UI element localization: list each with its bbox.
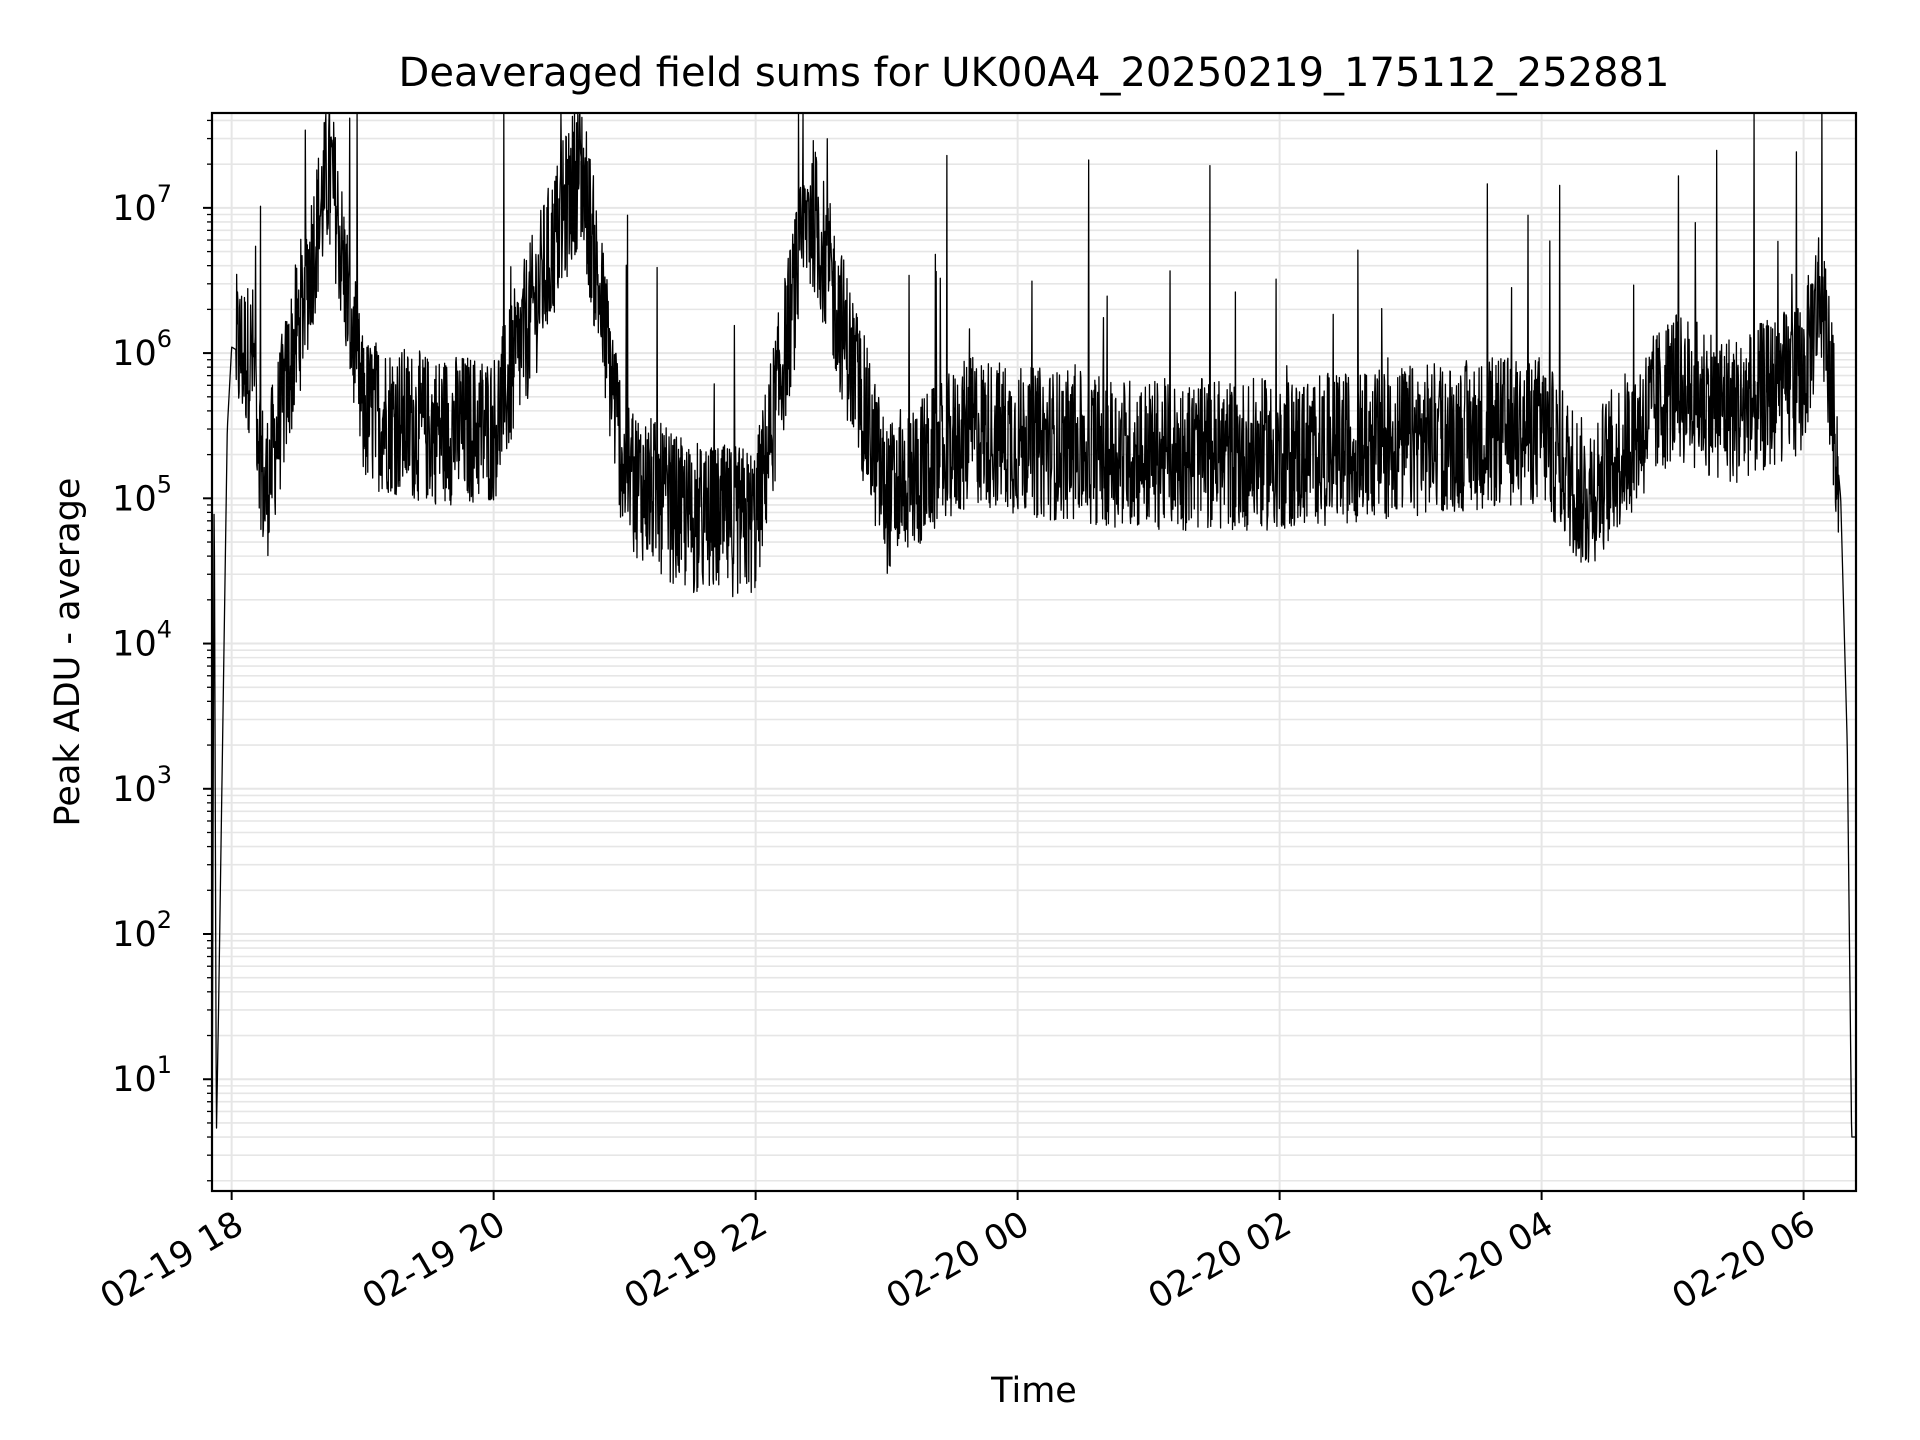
- y-tick-exponent: 2: [157, 906, 172, 934]
- x-axis-label: Time: [990, 1371, 1077, 1411]
- y-tick-label: 102: [112, 906, 172, 955]
- chart-title: Deaveraged field sums for UK00A4_2025021…: [399, 50, 1670, 96]
- y-tick-base: 10: [112, 625, 157, 665]
- y-tick-base: 10: [112, 1060, 157, 1100]
- y-tick-label: 107: [112, 180, 172, 229]
- plot-frame: [210, 111, 1858, 1193]
- y-tick-label: 105: [112, 470, 172, 519]
- y-tick-exponent: 3: [157, 761, 172, 789]
- y-tick-base: 10: [112, 334, 157, 374]
- y-tick-base: 10: [112, 770, 157, 810]
- y-tick-exponent: 5: [157, 470, 172, 498]
- y-tick-base: 10: [112, 915, 157, 955]
- y-tick-label: 104: [112, 616, 172, 665]
- y-tick-label: 106: [112, 325, 172, 374]
- y-tick-exponent: 7: [157, 180, 172, 208]
- y-tick-label: 103: [112, 761, 172, 810]
- series-path: [211, 112, 1857, 1181]
- y-tick-base: 10: [112, 189, 157, 229]
- y-tick-exponent: 4: [157, 616, 172, 644]
- y-tick-exponent: 1: [157, 1051, 172, 1079]
- y-axis-label: Peak ADU - average: [48, 478, 88, 827]
- y-tick-base: 10: [112, 479, 157, 519]
- y-tick-label: 101: [112, 1051, 172, 1100]
- y-tick-exponent: 6: [157, 325, 172, 353]
- series-line: [211, 112, 1857, 1181]
